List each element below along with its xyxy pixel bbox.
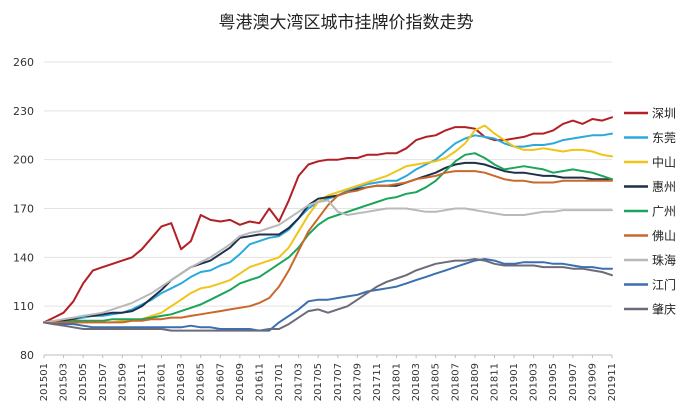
x-tick-label: 201911 — [607, 363, 618, 401]
legend-label: 深圳 — [652, 107, 676, 121]
x-tick-label: 201505 — [78, 363, 89, 401]
x-tick-label: 201809 — [470, 363, 481, 401]
y-tick-label: 170 — [13, 203, 34, 216]
series-line-佛山 — [43, 170, 613, 324]
x-tick-label: 201811 — [489, 363, 500, 401]
series-line-中山 — [43, 124, 613, 324]
legend-label: 佛山 — [652, 229, 676, 243]
x-tick-label: 201701 — [274, 363, 285, 401]
series-line-广州 — [43, 152, 613, 324]
series-line-江门 — [43, 258, 613, 332]
series-line-东莞 — [43, 132, 613, 324]
x-axis: 201501 201503 201505 201507 201509 201511 2016… — [39, 355, 618, 401]
x-tick-label: 201803 — [411, 363, 422, 401]
y-tick-label: 80 — [20, 349, 34, 362]
y-tick-label: 230 — [13, 105, 34, 118]
x-tick-label: 201509 — [117, 363, 128, 401]
legend-label: 广州 — [652, 205, 676, 219]
series-line-深圳 — [43, 116, 613, 324]
legend-label: 东莞 — [652, 131, 676, 145]
series-line-珠海 — [43, 199, 613, 324]
x-tick-label: 201709 — [352, 363, 363, 401]
x-tick-label: 201903 — [529, 363, 540, 401]
x-tick-label: 201703 — [294, 363, 305, 401]
x-tick-label: 201503 — [59, 363, 70, 401]
y-tick-label: 110 — [13, 300, 34, 313]
x-tick-label: 201707 — [333, 363, 344, 401]
x-tick-label: 201605 — [196, 363, 207, 401]
legend-label: 珠海 — [652, 253, 676, 268]
x-tick-label: 201805 — [431, 363, 442, 401]
x-tick-label: 201607 — [215, 363, 226, 401]
x-tick-label: 201603 — [176, 363, 187, 401]
legend-label: 肇庆 — [652, 302, 676, 317]
legend-label: 中山 — [652, 155, 676, 170]
x-tick-label: 201705 — [313, 363, 324, 401]
legend-label: 惠州 — [652, 180, 676, 194]
x-tick-label: 201807 — [450, 363, 461, 401]
x-tick-label: 201907 — [568, 363, 579, 401]
x-tick-label: 201801 — [392, 363, 403, 401]
y-axis: 80 110 140 170 200 230 260 — [13, 56, 34, 362]
x-tick-label: 201609 — [235, 363, 246, 401]
y-tick-label: 200 — [13, 154, 34, 167]
legend-label: 江门 — [652, 277, 676, 292]
x-tick-label: 201511 — [137, 363, 148, 401]
x-tick-label: 201901 — [509, 363, 520, 401]
x-tick-label: 201601 — [157, 363, 168, 401]
x-tick-label: 201507 — [98, 363, 109, 401]
x-tick-label: 201501 — [39, 363, 50, 401]
x-tick-label: 201611 — [254, 363, 265, 401]
y-tick-label: 260 — [13, 56, 34, 69]
series-line-惠州 — [43, 161, 613, 324]
series-lines — [43, 116, 613, 332]
x-tick-label: 201711 — [372, 363, 383, 401]
x-tick-label: 201905 — [548, 363, 559, 401]
chart-title: 粤港澳大湾区城市挂牌价指数走势 — [219, 13, 474, 33]
series-line-肇庆 — [43, 258, 613, 332]
x-tick-label: 201909 — [587, 363, 598, 401]
y-tick-label: 140 — [13, 251, 34, 264]
